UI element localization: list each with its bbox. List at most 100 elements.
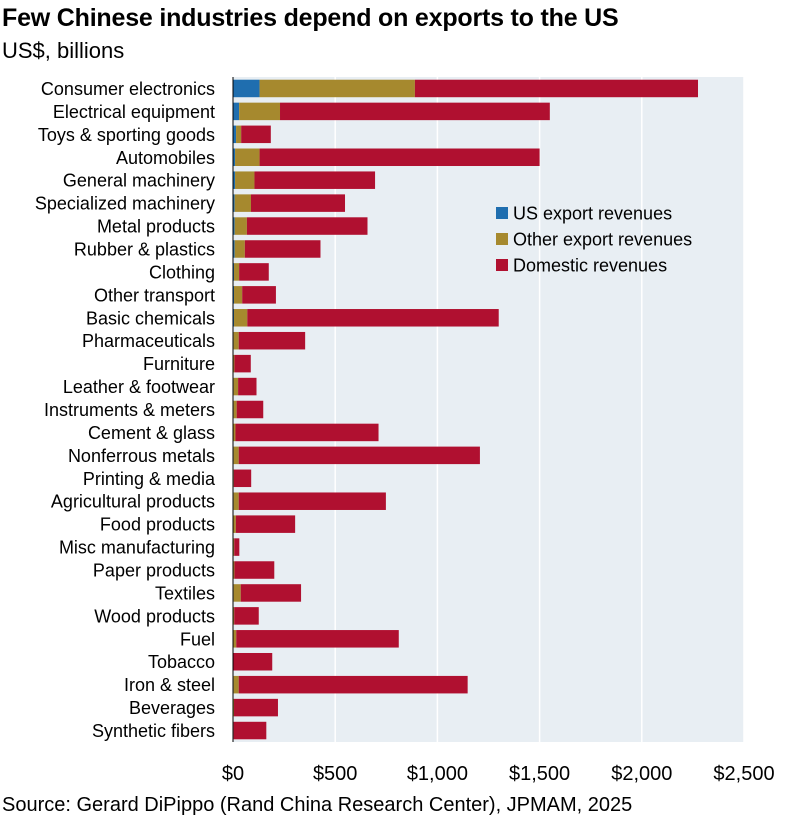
bar-segment: [233, 79, 260, 98]
chart-source: Source: Gerard DiPippo (Rand China Resea…: [2, 794, 633, 816]
bar-segment: [233, 354, 235, 373]
bar-segment: [241, 125, 271, 144]
bar-segment: [242, 286, 276, 304]
bar-segment: [233, 331, 239, 350]
bar-segment: [238, 446, 480, 465]
bar-segment: [233, 148, 236, 167]
bar-segment: [233, 194, 235, 212]
bar-segment: [236, 400, 264, 419]
bar-segment: [233, 652, 273, 671]
category-label: Pharmaceuticals: [82, 331, 215, 351]
category-label: Paper products: [93, 561, 215, 581]
bar-segment: [234, 240, 245, 258]
category-label: General machinery: [63, 171, 215, 191]
bar-segment: [233, 630, 237, 648]
category-label: Beverages: [129, 698, 215, 718]
category-label: Specialized machinery: [35, 194, 215, 214]
category-label: Metal products: [97, 217, 215, 237]
bar-segment: [233, 240, 235, 258]
bar-segment: [234, 263, 240, 281]
bar-segment: [234, 561, 275, 579]
bar-segment: [235, 148, 260, 167]
bar-segment: [234, 194, 251, 212]
bar-segment: [233, 102, 240, 121]
category-label: Other transport: [94, 285, 215, 305]
category-label: Leather & footwear: [63, 377, 215, 397]
bar-segment: [233, 377, 239, 396]
bar-segment: [238, 377, 257, 396]
bar-segment: [233, 400, 237, 419]
bar-segment: [414, 79, 699, 98]
category-label: Synthetic fibers: [92, 721, 215, 741]
bar-segment: [239, 263, 269, 281]
bar-segment: [233, 721, 267, 740]
bar-segment: [233, 469, 252, 488]
bar-segment: [233, 607, 235, 625]
bar-segment: [234, 354, 251, 373]
category-label: Cement & glass: [88, 423, 215, 443]
x-tick-label: $2,000: [611, 763, 672, 785]
category-label: Furniture: [143, 354, 215, 374]
bar-segment: [233, 217, 235, 235]
category-label: Basic chemicals: [86, 308, 215, 328]
bar-segment: [233, 309, 235, 327]
category-label: Iron & steel: [124, 675, 215, 695]
x-tick-label: $0: [222, 763, 244, 785]
bar-segment: [250, 194, 346, 212]
bar-segment: [234, 538, 240, 556]
category-label: Agricultural products: [51, 492, 215, 512]
bar-segment: [254, 171, 376, 189]
legend-label: Domestic revenues: [513, 256, 667, 276]
bar-segment: [246, 217, 368, 235]
category-label: Instruments & meters: [44, 400, 215, 420]
category-label: Printing & media: [83, 469, 216, 489]
chart-subtitle: US$, billions: [2, 38, 125, 63]
category-label: Rubber & plastics: [74, 239, 215, 259]
category-label: Electrical equipment: [53, 102, 215, 122]
bar-segment: [233, 538, 235, 556]
bar-segment: [235, 515, 296, 533]
x-tick-label: $2,500: [713, 763, 774, 785]
bar-segment: [233, 492, 239, 510]
bar-segment: [259, 148, 540, 167]
bar-segment: [234, 309, 248, 327]
bar-segment: [233, 423, 236, 442]
bar-segment: [240, 584, 302, 602]
legend-label: US export revenues: [513, 204, 672, 224]
bar-segment: [233, 515, 236, 533]
bar-segment: [233, 698, 235, 717]
bar-segment: [236, 630, 399, 648]
bar-segment: [233, 584, 241, 602]
bar-segment: [233, 561, 235, 579]
bar-segment: [238, 331, 306, 350]
category-label: Tobacco: [148, 652, 215, 672]
bar-segment: [259, 79, 415, 98]
legend-swatch: [496, 207, 508, 219]
category-label: Misc manufacturing: [59, 538, 215, 558]
x-tick-label: $500: [313, 763, 358, 785]
bar-segment: [280, 102, 550, 121]
category-label: Clothing: [149, 262, 215, 282]
category-label: Automobiles: [116, 148, 215, 168]
bar-segment: [238, 492, 386, 510]
bar-segment: [233, 446, 239, 465]
chart-title: Few Chinese industries depend on exports…: [2, 4, 619, 32]
bar-segment: [234, 286, 243, 304]
bar-segment: [233, 263, 235, 281]
x-tick-label: $1,000: [407, 763, 468, 785]
bar-segment: [235, 171, 255, 189]
bar-segment: [247, 309, 499, 327]
legend-swatch: [496, 259, 508, 271]
legend-swatch: [496, 233, 508, 245]
bar-segment: [234, 217, 247, 235]
bar-segment: [244, 240, 321, 258]
bar-segment: [233, 675, 239, 694]
bar-segment: [236, 125, 242, 144]
bar-segment: [235, 423, 379, 442]
category-label: Fuel: [180, 629, 215, 649]
category-label: Nonferrous metals: [68, 446, 215, 466]
bar-segment: [233, 469, 234, 488]
bar-segment: [234, 607, 259, 625]
category-label: Wood products: [94, 606, 215, 626]
